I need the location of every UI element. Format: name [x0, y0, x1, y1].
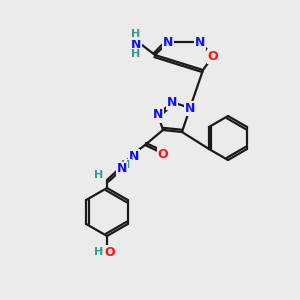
Text: H: H [131, 29, 141, 39]
Text: H: H [94, 247, 103, 257]
Text: O: O [105, 245, 115, 259]
Text: O: O [208, 50, 218, 62]
Text: N: N [185, 101, 195, 115]
Text: H: H [94, 170, 103, 180]
Text: N: N [129, 149, 139, 163]
Text: N: N [153, 109, 163, 122]
Text: N: N [131, 38, 141, 50]
Text: N: N [167, 95, 177, 109]
Text: N: N [195, 35, 205, 49]
Text: N: N [117, 163, 127, 176]
Text: N: N [163, 35, 173, 49]
Text: H: H [122, 160, 130, 170]
Text: O: O [158, 148, 168, 160]
Text: H: H [131, 49, 141, 59]
